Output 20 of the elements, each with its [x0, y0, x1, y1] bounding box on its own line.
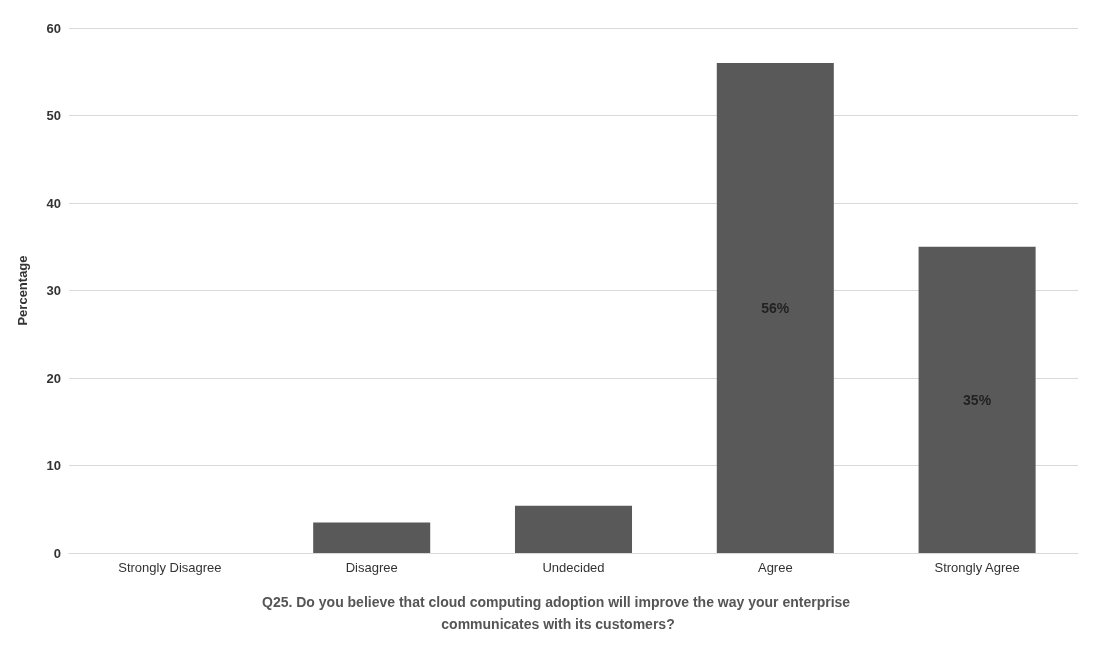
y-tick-label: 30 [46, 283, 61, 298]
y-tick-label: 20 [46, 370, 61, 386]
data-label: 56% [761, 300, 790, 316]
x-tick-label: Strongly Disagree [118, 560, 222, 575]
x-tick-label: Agree [757, 560, 793, 575]
bar [514, 505, 633, 553]
y-tick-label: 10 [46, 458, 61, 473]
y-tick-label: 0 [53, 545, 61, 561]
data-label: 35% [963, 391, 992, 408]
y-tick-label: 40 [46, 195, 61, 211]
y-tick-label: 60 [46, 20, 61, 36]
y-tick-label: 50 [46, 108, 61, 123]
x-tick-label: Undecided [542, 560, 605, 575]
bar [716, 63, 834, 553]
x-tick-label: Strongly Agree [934, 560, 1020, 575]
x-tick-label: Disagree [345, 560, 398, 575]
y-axis-title: Percentage [15, 255, 30, 326]
bar [313, 522, 431, 553]
x-axis-title: Q25. Do you believe that cloud computing adoption will improve the way your enterprise communicates with its customers? [262, 594, 854, 632]
bar [918, 246, 1036, 553]
